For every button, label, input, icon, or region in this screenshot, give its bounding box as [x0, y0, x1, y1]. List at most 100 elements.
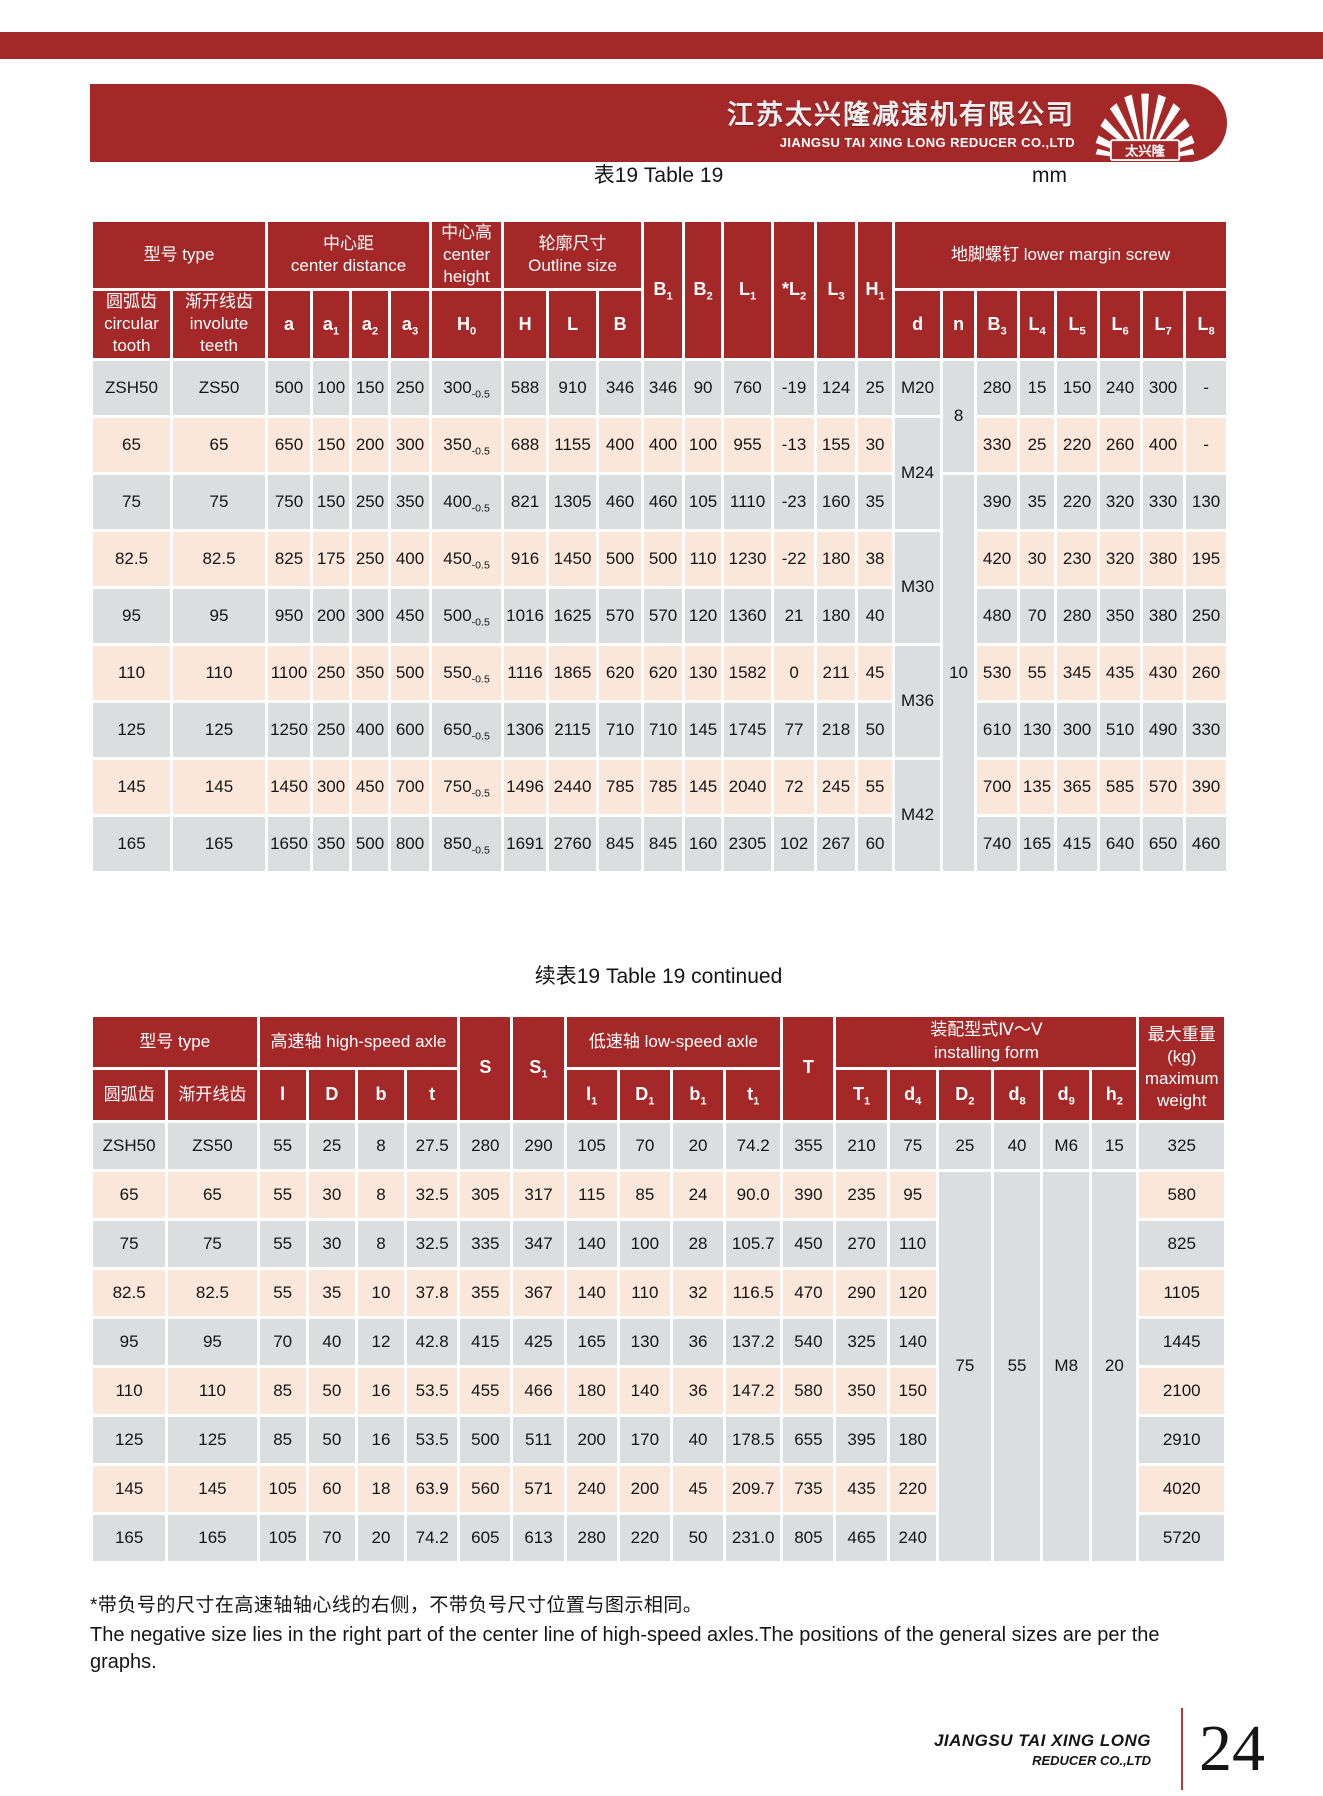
table-cell: 365: [1057, 759, 1098, 814]
column-group-header: T: [783, 1016, 834, 1120]
column-header: l: [259, 1069, 306, 1120]
table-cell: 825: [1139, 1220, 1224, 1267]
table-cell: 245: [817, 759, 856, 814]
table-cell: 345: [1057, 645, 1098, 700]
table-cell: 70: [1020, 588, 1055, 643]
table-cell: 400: [1143, 417, 1184, 472]
table-cell: 37.8: [407, 1269, 458, 1316]
table-cell: 2440: [549, 759, 597, 814]
table-row: 145 145 1450 300 450 700 750-0.5 1496 2440 785 785…: [93, 759, 1227, 871]
table-cell: 20: [1092, 1171, 1137, 1561]
table-cell: 845: [599, 816, 642, 871]
table-cell: 102: [774, 816, 815, 871]
table-row: 75 75 750 150 250 350 400-0.5 821 1305 460 460 105 1…: [93, 474, 1227, 871]
table-cell: 500: [460, 1416, 511, 1463]
table1-caption: 表19 Table 19: [593, 164, 724, 187]
table-cell: 74.2: [726, 1122, 781, 1169]
column-header: D: [308, 1069, 355, 1120]
table-cell: 140: [566, 1220, 617, 1267]
table-cell: 27.5: [407, 1122, 458, 1169]
table-row: 125 125 85 50 16 53.5 500 511 200 170 40 178.5 655 39…: [93, 1416, 1224, 1463]
table-cell: M6: [1043, 1122, 1090, 1169]
table-cell: 220: [1057, 417, 1098, 472]
table-cell: 25: [1020, 417, 1055, 472]
table-cell: 346: [599, 360, 642, 415]
table-cell: 150: [889, 1367, 936, 1414]
table-row: 75 75 55 30 8 32.5 335 347 140 100 28 105.7 450 270 11…: [93, 1220, 1224, 1267]
table-cell: 240: [1100, 360, 1141, 415]
table-cell: 280: [566, 1514, 617, 1561]
table-cell: 145: [173, 759, 266, 814]
table-cell: 330: [1143, 474, 1184, 529]
table-cell: 8: [357, 1220, 405, 1267]
content-area: 表19 Table 19 mm 型号 type 中心距 center distan…: [90, 163, 1227, 1676]
table-cell: 95: [889, 1171, 936, 1218]
column-group-header: L3: [817, 222, 856, 358]
table-cell: 53.5: [407, 1416, 458, 1463]
table-cell: 355: [460, 1269, 511, 1316]
table-cell: 1450: [549, 531, 597, 586]
column-group-header: 型号 type: [93, 1016, 257, 1067]
table-cell: ZS50: [173, 360, 266, 415]
table-cell: 2040: [724, 759, 772, 814]
column-group-header: S1: [513, 1016, 564, 1120]
table-cell: 100: [685, 417, 722, 472]
table-cell: 16: [357, 1367, 405, 1414]
table-cell: 100: [619, 1220, 670, 1267]
table-cell: 20: [357, 1514, 405, 1561]
table-cell: 165: [566, 1318, 617, 1365]
column-group-header: B1: [644, 222, 683, 358]
table-cell: 2100: [1139, 1367, 1224, 1414]
table-cell: 380: [1143, 588, 1184, 643]
table-cell: 8: [357, 1122, 405, 1169]
table-cell: 20: [672, 1122, 724, 1169]
table-cell: 1305: [549, 474, 597, 529]
column-header: B: [599, 291, 642, 358]
table-cell: 30: [1020, 531, 1055, 586]
table-cell: 300: [313, 759, 350, 814]
table-cell: 55: [259, 1269, 306, 1316]
table-row: 82.5 82.5 55 35 10 37.8 355 367 140 110 32 116.5 470…: [93, 1269, 1224, 1316]
table-cell: 55: [259, 1122, 306, 1169]
column-header: a1: [313, 291, 350, 358]
table-cell: 75: [173, 474, 266, 529]
table-cell: 500: [352, 816, 389, 871]
table-cell: 150: [313, 417, 350, 472]
table-cell: 800: [391, 816, 430, 871]
table-cell: 550-0.5: [432, 645, 502, 700]
column-header: L6: [1100, 291, 1141, 358]
table-row: 65 65 650 150 200 300 350-0.5 688 1155 400 400 100 9…: [93, 417, 1227, 529]
table-cell: -: [1186, 417, 1227, 472]
table-cell: 460: [644, 474, 683, 529]
sunburst-logo-icon: 太兴隆: [1095, 93, 1195, 162]
table-cell: 140: [889, 1318, 936, 1365]
table-cell: 75: [168, 1220, 257, 1267]
table-cell: 50: [308, 1367, 355, 1414]
table-cell: 55: [259, 1171, 306, 1218]
table-cell: 85: [259, 1416, 306, 1463]
table-cell: 325: [1139, 1122, 1224, 1169]
table-cell: 60: [858, 816, 893, 871]
company-name-en: JIANGSU TAI XING LONG REDUCER CO.,LTD: [779, 135, 1075, 150]
table-cell: M24: [895, 417, 941, 529]
table-cell: 2760: [549, 816, 597, 871]
company-name-block: 江苏太兴隆减速机有限公司 JIANGSU TAI XING LONG REDUC…: [727, 93, 1075, 150]
table-row: 95 95 950 200 300 450 500-0.5 1016 1625 570 570 120…: [93, 588, 1227, 643]
column-header: B3: [977, 291, 1018, 358]
table-cell: 125: [173, 702, 266, 757]
table-cell: 2910: [1139, 1416, 1224, 1463]
column-header: d: [895, 291, 941, 358]
column-header: a3: [391, 291, 430, 358]
table-cell: 600: [391, 702, 430, 757]
table-cell: 115: [566, 1171, 617, 1218]
table-cell: 420: [977, 531, 1018, 586]
table-cell: M20: [895, 360, 941, 415]
table2-caption-row: 续表19 Table 19 continued: [90, 964, 1227, 990]
table-cell: 350: [1100, 588, 1141, 643]
column-header: 圆弧齿 circular tooth: [93, 291, 170, 358]
table-cell: 105: [259, 1514, 306, 1561]
table-cell: 150: [313, 474, 350, 529]
table-cell: 620: [599, 645, 642, 700]
table-cell: 330: [977, 417, 1018, 472]
column-header: d9: [1043, 1069, 1090, 1120]
